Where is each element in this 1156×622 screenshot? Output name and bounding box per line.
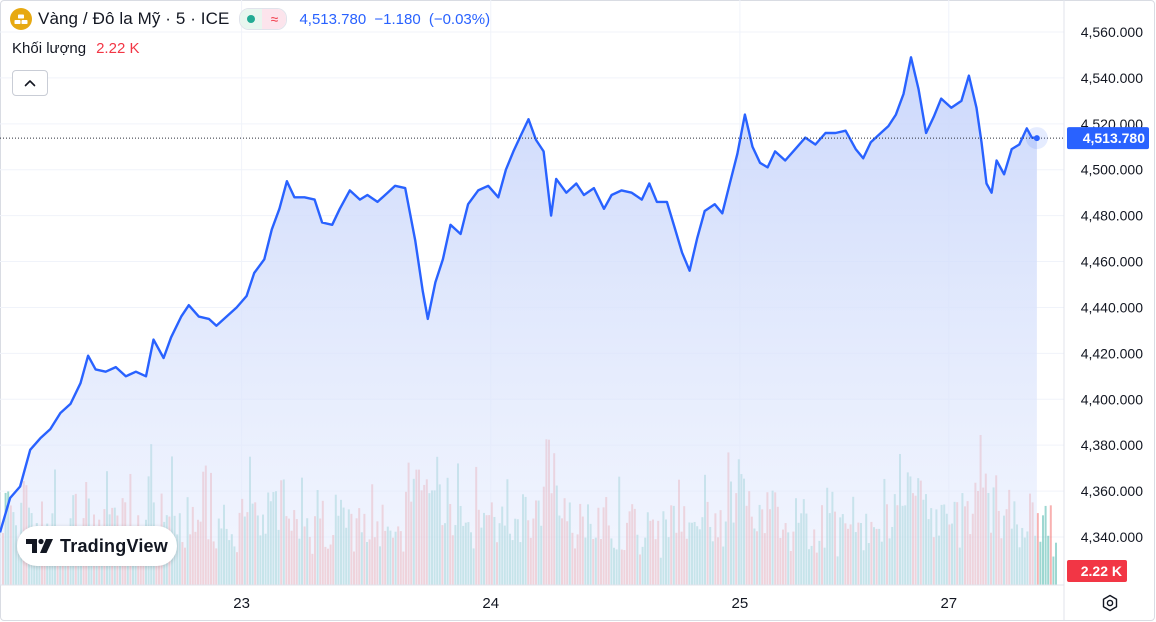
- x-tick-label: 24: [482, 595, 499, 612]
- market-status-indicator[interactable]: ≈: [239, 8, 288, 30]
- y-tick-label: 4,560.000: [1081, 24, 1143, 40]
- last-price-marker: [1033, 135, 1040, 142]
- price-change: −1.180: [374, 10, 421, 28]
- volume-badge-text: 2.22 K: [1081, 563, 1122, 579]
- volume-bar: [1036, 513, 1039, 585]
- volume-bar: [1039, 541, 1042, 585]
- chevron-up-icon: [24, 80, 36, 87]
- x-tick-label: 23: [233, 595, 250, 612]
- symbol-title[interactable]: Vàng / Đô la Mỹ · 5 · ICE: [38, 9, 230, 28]
- volume-bar: [1044, 505, 1047, 585]
- volume-bar: [1047, 535, 1050, 585]
- volume-bar: [1052, 556, 1055, 585]
- tradingview-wordmark: TradingView: [60, 535, 168, 556]
- y-tick-label: 4,440.000: [1081, 299, 1143, 315]
- last-price-badge-text: 4,513.780: [1083, 130, 1145, 146]
- y-tick-label: 4,400.000: [1081, 391, 1143, 407]
- y-tick-label: 4,500.000: [1081, 162, 1143, 178]
- volume-bar: [1042, 515, 1044, 585]
- last-price: 4,513.780: [299, 10, 367, 28]
- x-tick-label: 25: [732, 595, 749, 612]
- volume-label: Khối lượng: [12, 40, 87, 57]
- delayed-data-icon: ≈: [262, 9, 287, 29]
- y-tick-label: 4,420.000: [1081, 345, 1143, 361]
- volume-value: 2.22 K: [96, 40, 140, 57]
- tradingview-logo-icon: [26, 538, 54, 553]
- price-axis[interactable]: 4,340.000 4,360.000 4,380.000 4,400.000 4,42…: [1081, 24, 1143, 545]
- y-tick-label: 4,460.000: [1081, 254, 1143, 270]
- x-tick-label: 27: [940, 595, 957, 612]
- gear-icon: [1102, 594, 1118, 612]
- y-tick-label: 4,380.000: [1081, 437, 1143, 453]
- price-series-line[interactable]: [0, 56, 1038, 533]
- y-tick-label: 4,480.000: [1081, 208, 1143, 224]
- price-quote: 4,513.780 −1.180 (−0.03%): [299, 11, 494, 28]
- volume-bar: [1055, 542, 1057, 585]
- symbol-legend[interactable]: Vàng / Đô la Mỹ · 5 · ICE ≈ 4,513.780 −1…: [10, 8, 494, 30]
- volume-legend[interactable]: Khối lượng 2.22 K: [12, 40, 139, 57]
- time-axis[interactable]: 23 24 25 27: [233, 595, 957, 612]
- last-price-badge: [1067, 127, 1149, 150]
- y-tick-label: 4,540.000: [1081, 70, 1143, 86]
- market-open-dot-icon: [247, 15, 256, 23]
- price-change-percent: (−0.03%): [428, 10, 491, 28]
- y-tick-label: 4,360.000: [1081, 483, 1143, 499]
- tradingview-logo-badge[interactable]: TradingView: [17, 526, 177, 566]
- price-area-fill: [0, 57, 1037, 585]
- volume-badge: [1067, 560, 1127, 582]
- volume-bar: [1049, 505, 1052, 585]
- gold-bars-icon: [10, 8, 32, 30]
- chart-settings-button[interactable]: [1099, 592, 1121, 614]
- collapse-legend-button[interactable]: [12, 70, 48, 96]
- y-tick-label: 4,340.000: [1081, 529, 1143, 545]
